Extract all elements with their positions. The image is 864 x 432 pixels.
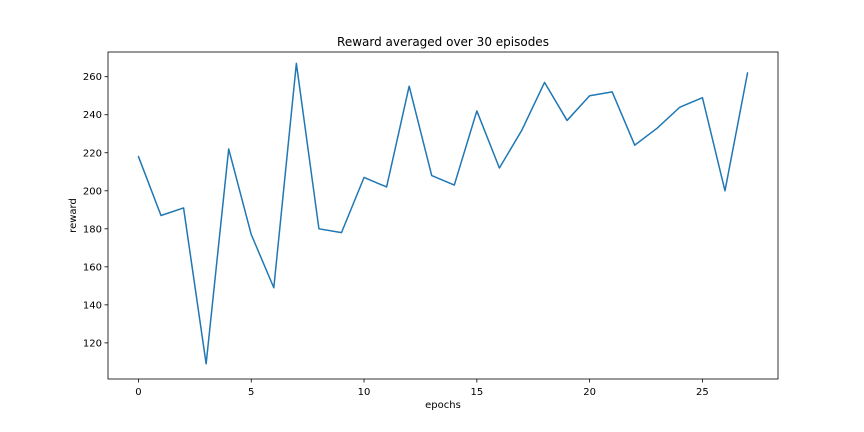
y-tick-label: 220 xyxy=(83,148,102,159)
x-axis-label: epochs xyxy=(425,400,461,411)
x-tick-label: 0 xyxy=(135,387,141,398)
y-axis-ticks: 120 140 160 180 200 220 240 260 xyxy=(83,72,108,349)
y-tick-label: 240 xyxy=(83,110,102,121)
x-tick-label: 5 xyxy=(248,387,254,398)
x-tick-label: 20 xyxy=(583,387,596,398)
y-tick-label: 160 xyxy=(83,262,102,273)
x-tick-label: 10 xyxy=(358,387,371,398)
y-tick-label: 200 xyxy=(83,186,102,197)
x-axis-ticks: 0 5 10 15 20 25 xyxy=(135,379,709,398)
series-line-0 xyxy=(137,62,749,365)
x-tick-label: 25 xyxy=(696,387,709,398)
y-tick-label: 260 xyxy=(83,72,102,83)
x-tick-label: 15 xyxy=(470,387,483,398)
plot-area xyxy=(107,51,779,380)
axes-frame xyxy=(107,51,779,380)
chart-title: Reward averaged over 30 episodes xyxy=(337,35,549,49)
y-axis-label: reward xyxy=(68,198,79,233)
y-tick-label: 140 xyxy=(83,300,102,311)
y-tick-label: 120 xyxy=(83,338,102,349)
y-tick-label: 180 xyxy=(83,224,102,235)
